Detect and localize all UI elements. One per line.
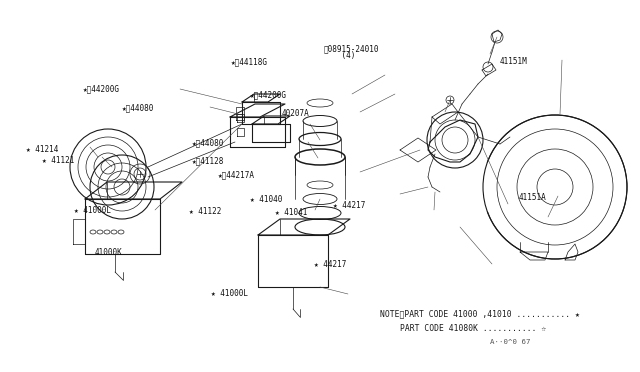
- Text: ★☶44080: ★☶44080: [122, 103, 154, 112]
- Text: ★ 41040: ★ 41040: [250, 195, 282, 203]
- Text: ★ 44217: ★ 44217: [333, 201, 365, 210]
- Text: ⓙ08915-24010: ⓙ08915-24010: [323, 44, 379, 53]
- Text: ★ 41214: ★ 41214: [26, 145, 58, 154]
- Text: ★ 41000L: ★ 41000L: [74, 206, 111, 215]
- Text: ★☶44200G: ★☶44200G: [250, 90, 287, 99]
- Text: NOTE；PART CODE 41000 ,41010 ........... ★: NOTE；PART CODE 41000 ,41010 ........... …: [380, 310, 580, 318]
- Text: ★ 41122: ★ 41122: [189, 207, 221, 216]
- Text: ★☶44200G: ★☶44200G: [83, 85, 120, 94]
- Text: ★☶41128: ★☶41128: [192, 156, 225, 165]
- Text: ★☶44080: ★☶44080: [192, 139, 225, 148]
- Text: A··0^0 67: A··0^0 67: [490, 339, 531, 345]
- Text: 41151M: 41151M: [499, 57, 527, 66]
- Text: (4): (4): [323, 51, 356, 60]
- Text: ★ 44217: ★ 44217: [314, 260, 346, 269]
- Text: PART CODE 41080K ........... ☆: PART CODE 41080K ........... ☆: [400, 324, 547, 333]
- Text: ★☶44217A: ★☶44217A: [218, 170, 255, 179]
- Text: 41151A: 41151A: [518, 193, 546, 202]
- Text: 41000K: 41000K: [95, 248, 122, 257]
- Text: ★ 41041: ★ 41041: [275, 208, 308, 217]
- Text: ★ 41000L: ★ 41000L: [211, 289, 248, 298]
- Text: 40207A: 40207A: [282, 109, 309, 118]
- Text: ★☶44118G: ★☶44118G: [230, 57, 268, 66]
- Text: ★ 41121: ★ 41121: [42, 156, 74, 165]
